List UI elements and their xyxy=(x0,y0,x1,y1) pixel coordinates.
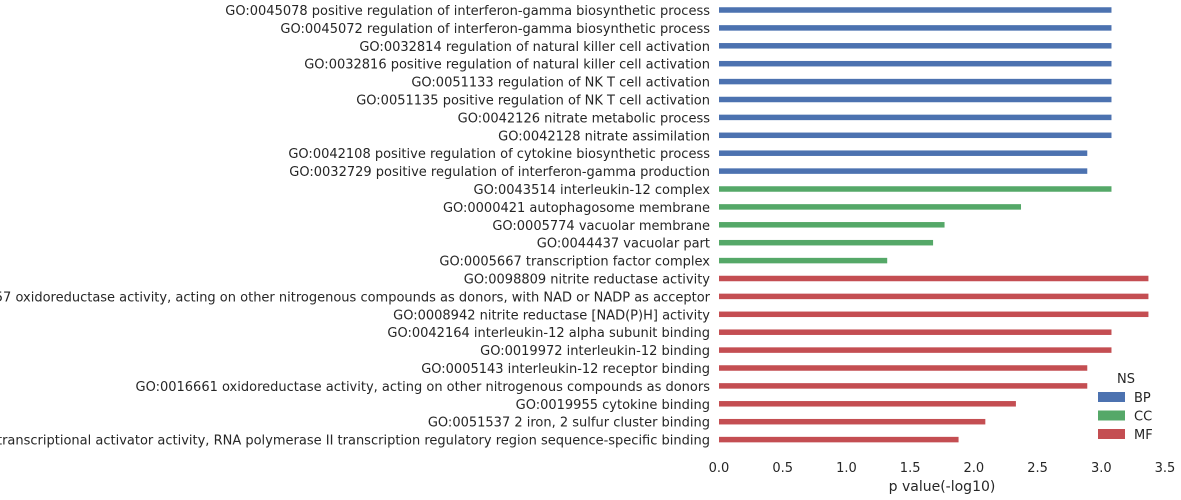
legend-swatch-bp xyxy=(1098,392,1125,402)
category-label: GO:0001228 transcriptional activator act… xyxy=(0,434,710,449)
category-label: GO:0098809 nitrite reductase activity xyxy=(464,273,711,288)
bar xyxy=(719,275,1149,282)
category-label: GO:0005143 interleukin-12 receptor bindi… xyxy=(421,362,710,377)
bar xyxy=(719,383,1088,389)
bar xyxy=(719,43,1112,49)
x-tick-label: 0.5 xyxy=(772,461,793,476)
x-tick-label: 2.0 xyxy=(964,461,985,476)
category-label: GO:0051133 regulation of NK T cell activ… xyxy=(411,76,710,91)
category-label: GO:0042128 nitrate assimilation xyxy=(498,129,710,144)
category-label: GO:0019955 cytokine binding xyxy=(516,398,710,413)
category-label: GO:0042126 nitrate metabolic process xyxy=(458,111,711,126)
legend-title: NS xyxy=(1117,372,1135,387)
category-label: GO:0051537 2 iron, 2 sulfur cluster bind… xyxy=(428,416,710,431)
legend-swatch-mf xyxy=(1098,429,1125,439)
bar xyxy=(719,222,945,228)
category-label: GO:0032816 positive regulation of natura… xyxy=(304,58,710,73)
bar xyxy=(719,25,1112,31)
bars-layer xyxy=(719,7,1149,443)
legend-swatch-cc xyxy=(1098,410,1125,421)
category-label: GO:0019972 interleukin-12 binding xyxy=(480,344,710,359)
bar xyxy=(719,168,1088,174)
category-label: GO:0042164 interleukin-12 alpha subunit … xyxy=(387,326,710,341)
category-label: GO:0005774 vacuolar membrane xyxy=(492,219,710,234)
x-axis-ticks: 0.0 0.5 1.0 1.5 2.0 2.5 3.0 3.5 xyxy=(709,461,1176,476)
legend-label-cc: CC xyxy=(1134,410,1152,425)
category-label: GO:0016661 oxidoreductase activity, acti… xyxy=(136,380,711,395)
bar xyxy=(719,150,1088,156)
bar xyxy=(719,96,1112,103)
category-label: GO:0042108 positive regulation of cytoki… xyxy=(288,147,710,162)
legend-label-mf: MF xyxy=(1134,428,1153,443)
bar xyxy=(719,114,1112,121)
bar xyxy=(719,418,986,425)
x-tick-label: 3.0 xyxy=(1091,461,1112,476)
bar xyxy=(719,365,1088,371)
category-label: GO:0051135 positive regulation of NK T c… xyxy=(356,94,710,109)
bar xyxy=(719,257,888,264)
category-label: GO:0000421 autophagosome membrane xyxy=(443,201,710,216)
legend: NS BP CC MF xyxy=(1098,372,1153,443)
bar xyxy=(719,132,1112,139)
bar xyxy=(719,401,1016,407)
category-label: GO:0043514 interleukin-12 complex xyxy=(474,183,711,198)
x-tick-label: 0.0 xyxy=(709,461,730,476)
bar xyxy=(719,60,1112,67)
category-label: GO:0045072 regulation of interferon-gamm… xyxy=(280,22,710,37)
category-label: GO:0045078 positive regulation of interf… xyxy=(225,4,710,19)
x-tick-label: 3.5 xyxy=(1155,461,1176,476)
bar xyxy=(719,293,1149,300)
bar xyxy=(719,436,959,443)
legend-label-bp: BP xyxy=(1134,391,1151,406)
bar xyxy=(719,7,1112,13)
category-labels: GO:0045078 positive regulation of interf… xyxy=(0,4,711,449)
x-axis-title: p value(-log10) xyxy=(889,479,996,495)
bar xyxy=(719,329,1112,335)
bar xyxy=(719,311,1149,318)
bar xyxy=(719,347,1112,353)
bar xyxy=(719,204,1022,210)
bar xyxy=(719,239,934,246)
category-label: GO:0044437 vacuolar part xyxy=(537,237,710,252)
category-label: GO:0046857 oxidoreductase activity, acti… xyxy=(0,290,711,305)
category-label: GO:0032814 regulation of natural killer … xyxy=(359,40,710,55)
category-label: GO:0032729 positive regulation of interf… xyxy=(289,165,710,180)
legend-items: BP CC MF xyxy=(1098,391,1153,443)
category-label: GO:0008942 nitrite reductase [NAD(P)H] a… xyxy=(393,308,710,323)
bar xyxy=(719,186,1112,192)
bar xyxy=(719,78,1112,85)
category-label: GO:0005667 transcription factor complex xyxy=(439,255,710,270)
x-tick-label: 2.5 xyxy=(1027,461,1048,476)
x-tick-label: 1.5 xyxy=(900,461,921,476)
x-tick-label: 1.0 xyxy=(836,461,857,476)
